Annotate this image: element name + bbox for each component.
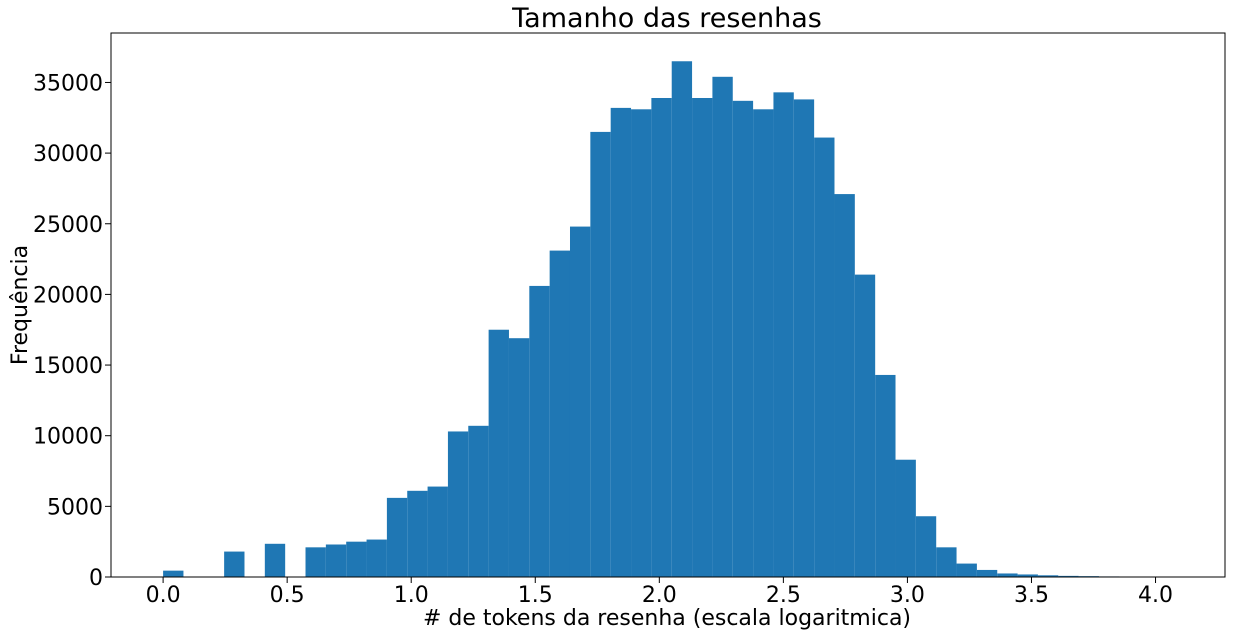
histogram-bar (427, 486, 448, 577)
histogram-bar (346, 541, 367, 577)
x-tick-label: 1.0 (394, 583, 429, 608)
histogram-bar (773, 92, 794, 577)
histogram-bar (976, 569, 998, 577)
histogram-bar (793, 99, 815, 577)
histogram-bar (692, 97, 713, 577)
x-tick-label: 4.0 (1138, 583, 1173, 608)
histogram-bar (468, 425, 489, 577)
histogram-bar (956, 563, 977, 577)
y-axis: 0 5000 10000 15000 20000 25000 30000 35000 (33, 71, 111, 591)
x-tick-label: 2.0 (642, 583, 677, 608)
y-tick-label: 25000 (33, 213, 103, 238)
x-tick-label: 3.0 (890, 583, 925, 608)
y-tick-label: 15000 (33, 354, 103, 379)
histogram-bar (264, 543, 286, 577)
histogram-bar (488, 329, 509, 577)
histogram-bar (1058, 575, 1079, 577)
histogram-bar (305, 547, 326, 577)
histogram-bar (569, 226, 591, 577)
histogram-bar (1037, 575, 1059, 577)
x-tick-label: 0.5 (270, 583, 305, 608)
x-tick-label: 0.0 (146, 583, 181, 608)
histogram-bar (712, 76, 733, 577)
histogram-bar (610, 107, 632, 578)
histogram-bar (163, 570, 184, 577)
histogram-bar (529, 285, 550, 577)
histogram-bar (447, 431, 469, 577)
x-axis: 0.0 0.5 1.0 1.5 2.0 2.5 3.0 3.5 4.0 (146, 577, 1173, 608)
y-tick-label: 5000 (47, 495, 103, 520)
histogram-bar (915, 516, 937, 577)
chart-title: Tamanho das resenhas (511, 3, 822, 34)
plot-frame (110, 32, 1226, 578)
histogram-bar (590, 131, 611, 577)
histogram-bar (854, 274, 876, 577)
histogram-bar (407, 490, 428, 577)
histogram-bar (651, 97, 672, 577)
histogram-bar (753, 109, 774, 577)
histogram-bar (895, 459, 916, 577)
x-tick-label: 1.5 (518, 583, 553, 608)
bars-group (163, 61, 1181, 578)
y-tick-label: 35000 (33, 71, 103, 96)
histogram-bar (1017, 574, 1038, 577)
histogram-bar (671, 61, 693, 577)
histogram-bar (366, 539, 387, 577)
histogram-bar (834, 194, 855, 578)
histogram-bar (224, 551, 245, 577)
y-tick-label: 10000 (33, 425, 103, 450)
y-tick-label: 30000 (33, 142, 103, 167)
histogram-bar (386, 497, 408, 577)
histogram-bar (875, 374, 896, 577)
y-tick-label: 0 (89, 566, 103, 591)
histogram-bar (508, 338, 530, 577)
histogram-bar (997, 573, 1018, 577)
y-tick-label: 20000 (33, 283, 103, 308)
x-tick-label: 3.5 (1014, 583, 1049, 608)
x-axis-label: # de tokens da resenha (escala logaritmi… (423, 606, 911, 631)
histogram-bar (549, 250, 570, 577)
y-axis-label: Frequência (8, 245, 33, 365)
histogram-bar (325, 544, 347, 577)
histogram-bar (732, 100, 754, 578)
histogram-bar (631, 109, 652, 577)
histogram-bar (814, 137, 835, 577)
histogram-bar (936, 547, 957, 577)
x-tick-label: 2.5 (766, 583, 801, 608)
